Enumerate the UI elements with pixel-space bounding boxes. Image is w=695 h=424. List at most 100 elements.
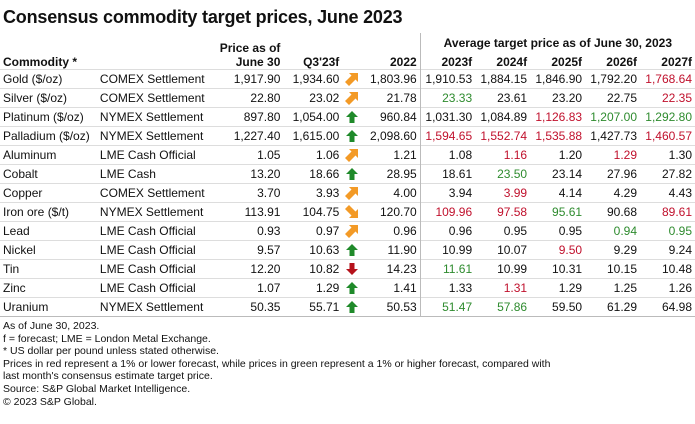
- forecast-2026f: 90.68: [585, 201, 640, 221]
- commodity-name: Copper: [0, 182, 97, 202]
- forecast-2024f: 1,884.15: [475, 68, 531, 88]
- forecast-2023f: 23.33: [420, 87, 476, 107]
- forecast-2024f: 23.61: [475, 87, 531, 107]
- forecast-2025f: 95.61: [530, 201, 586, 221]
- q3-forecast: 55.71: [283, 296, 343, 317]
- forecast-2026f: 10.15: [585, 258, 640, 278]
- footnote: As of June 30, 2023.: [3, 320, 100, 332]
- price-2022: 14.23: [362, 258, 421, 278]
- average-target-header: Average target price as of June 30, 2023: [443, 36, 673, 50]
- forecast-2024f: 57.86: [475, 296, 531, 317]
- table-row: Platinum ($/oz) NYMEX Settlement 897.80 …: [0, 106, 695, 126]
- year-header: 2027f: [661, 54, 692, 69]
- forecast-2027f: 4.43: [640, 182, 695, 202]
- price-june-30: 113.91: [207, 201, 284, 221]
- up-right-arrow-icon: [345, 91, 359, 105]
- table-row: Tin LME Cash Official 12.20 10.82 14.23 1…: [0, 258, 695, 278]
- up-arrow-icon: [345, 129, 359, 143]
- footnote: f = forecast; LME = London Metal Exchang…: [3, 332, 211, 345]
- forecast-2025f: 23.20: [530, 87, 586, 107]
- commodity-name: Aluminum: [0, 144, 97, 164]
- price-2022: 1.21: [362, 144, 421, 164]
- up-arrow-icon: [345, 243, 359, 257]
- down-arrow-icon: [345, 262, 359, 276]
- commodity-name: Zinc: [0, 277, 97, 297]
- price-source: NYMEX Settlement: [96, 296, 208, 317]
- q3-forecast: 23.02: [283, 87, 343, 107]
- footnote: © 2023 S&P Global.: [3, 395, 97, 408]
- commodity-name: Tin: [0, 258, 97, 278]
- up-arrow-icon: [345, 281, 359, 295]
- forecast-2026f: 1,207.00: [585, 106, 640, 126]
- price-2022: 1.41: [362, 277, 421, 297]
- table-row: Aluminum LME Cash Official 1.05 1.06 1.2…: [0, 144, 695, 164]
- forecast-2025f: 4.14: [530, 182, 586, 202]
- q3-header: Q3'23f: [303, 54, 340, 69]
- price-source: COMEX Settlement: [96, 68, 208, 88]
- price-source: COMEX Settlement: [96, 182, 208, 202]
- price-june-30: 13.20: [207, 163, 284, 183]
- price-2022: 2,098.60: [362, 125, 421, 145]
- forecast-2023f: 51.47: [420, 296, 476, 317]
- q3-forecast: 10.63: [283, 239, 343, 259]
- forecast-2026f: 27.96: [585, 163, 640, 183]
- forecast-2024f: 3.99: [475, 182, 531, 202]
- price-june-30: 22.80: [207, 87, 284, 107]
- table-row: Copper COMEX Settlement 3.70 3.93 4.00 3.…: [0, 182, 695, 202]
- commodity-name: Iron ore ($/t): [0, 201, 97, 221]
- price-source: NYMEX Settlement: [96, 201, 208, 221]
- page-title: Consensus commodity target prices, June …: [3, 7, 403, 27]
- forecast-2024f: 1.31: [475, 277, 531, 297]
- footnote: Prices in red represent a 1% or lower fo…: [3, 357, 551, 383]
- forecast-2026f: 1.29: [585, 144, 640, 164]
- q3-forecast: 10.82: [283, 258, 343, 278]
- forecast-2024f: 1,084.89: [475, 106, 531, 126]
- price-2022: 0.96: [362, 220, 421, 240]
- price-source: LME Cash Official: [96, 277, 208, 297]
- forecast-2027f: 1,292.80: [640, 106, 695, 126]
- forecast-2026f: 0.94: [585, 220, 640, 240]
- forecast-2027f: 22.35: [640, 87, 695, 107]
- forecast-2027f: 10.48: [640, 258, 695, 278]
- price-june-30: 1.05: [207, 144, 284, 164]
- price-june-30: 9.57: [207, 239, 284, 259]
- down-right-arrow-icon: [345, 204, 359, 219]
- forecast-2027f: 89.61: [640, 201, 695, 221]
- forecast-2023f: 0.96: [420, 220, 476, 240]
- forecast-2023f: 11.61: [420, 258, 476, 278]
- forecast-2024f: 10.99: [475, 258, 531, 278]
- forecast-2024f: 10.07: [475, 239, 531, 259]
- table-row: Cobalt LME Cash 13.20 18.66 28.95 18.61 23…: [0, 163, 695, 183]
- forecast-2025f: 1,126.83: [530, 106, 586, 126]
- table-row: Uranium NYMEX Settlement 50.35 55.71 50.…: [0, 296, 695, 317]
- forecast-2026f: 1,427.73: [585, 125, 640, 145]
- 2022-header: 2022: [362, 33, 421, 69]
- forecast-2023f: 1,031.30: [420, 106, 476, 126]
- table-row: Silver ($/oz) COMEX Settlement 22.80 23.…: [0, 87, 695, 107]
- forecast-2026f: 61.29: [585, 296, 640, 317]
- commodity-header: Commodity *: [3, 54, 78, 69]
- forecast-2026f: 22.75: [585, 87, 640, 107]
- price-source: NYMEX Settlement: [96, 125, 208, 145]
- year-header: 2025f: [551, 54, 583, 69]
- forecast-2027f: 64.98: [640, 296, 695, 317]
- q3-forecast: 18.66: [283, 163, 343, 183]
- commodity-name: Gold ($/oz): [0, 68, 97, 88]
- up-right-arrow-icon: [345, 148, 359, 162]
- forecast-2024f: 1,552.74: [475, 125, 531, 145]
- price-source: LME Cash Official: [96, 258, 208, 278]
- forecast-2024f: 97.58: [475, 201, 531, 221]
- forecast-2027f: 27.82: [640, 163, 695, 183]
- forecast-2024f: 23.50: [475, 163, 531, 183]
- up-right-arrow-icon: [345, 72, 359, 86]
- forecast-2023f: 1,594.65: [420, 125, 476, 145]
- commodity-name: Uranium: [0, 296, 97, 317]
- forecast-2027f: 1.30: [640, 144, 695, 164]
- price-source: NYMEX Settlement: [96, 106, 208, 126]
- forecast-2026f: 4.29: [585, 182, 640, 202]
- forecast-2025f: 23.14: [530, 163, 586, 183]
- q3-forecast: 0.97: [283, 220, 343, 240]
- forecast-2023f: 1.08: [420, 144, 476, 164]
- forecast-2027f: 0.95: [640, 220, 695, 240]
- price-june-30: 50.35: [207, 296, 284, 317]
